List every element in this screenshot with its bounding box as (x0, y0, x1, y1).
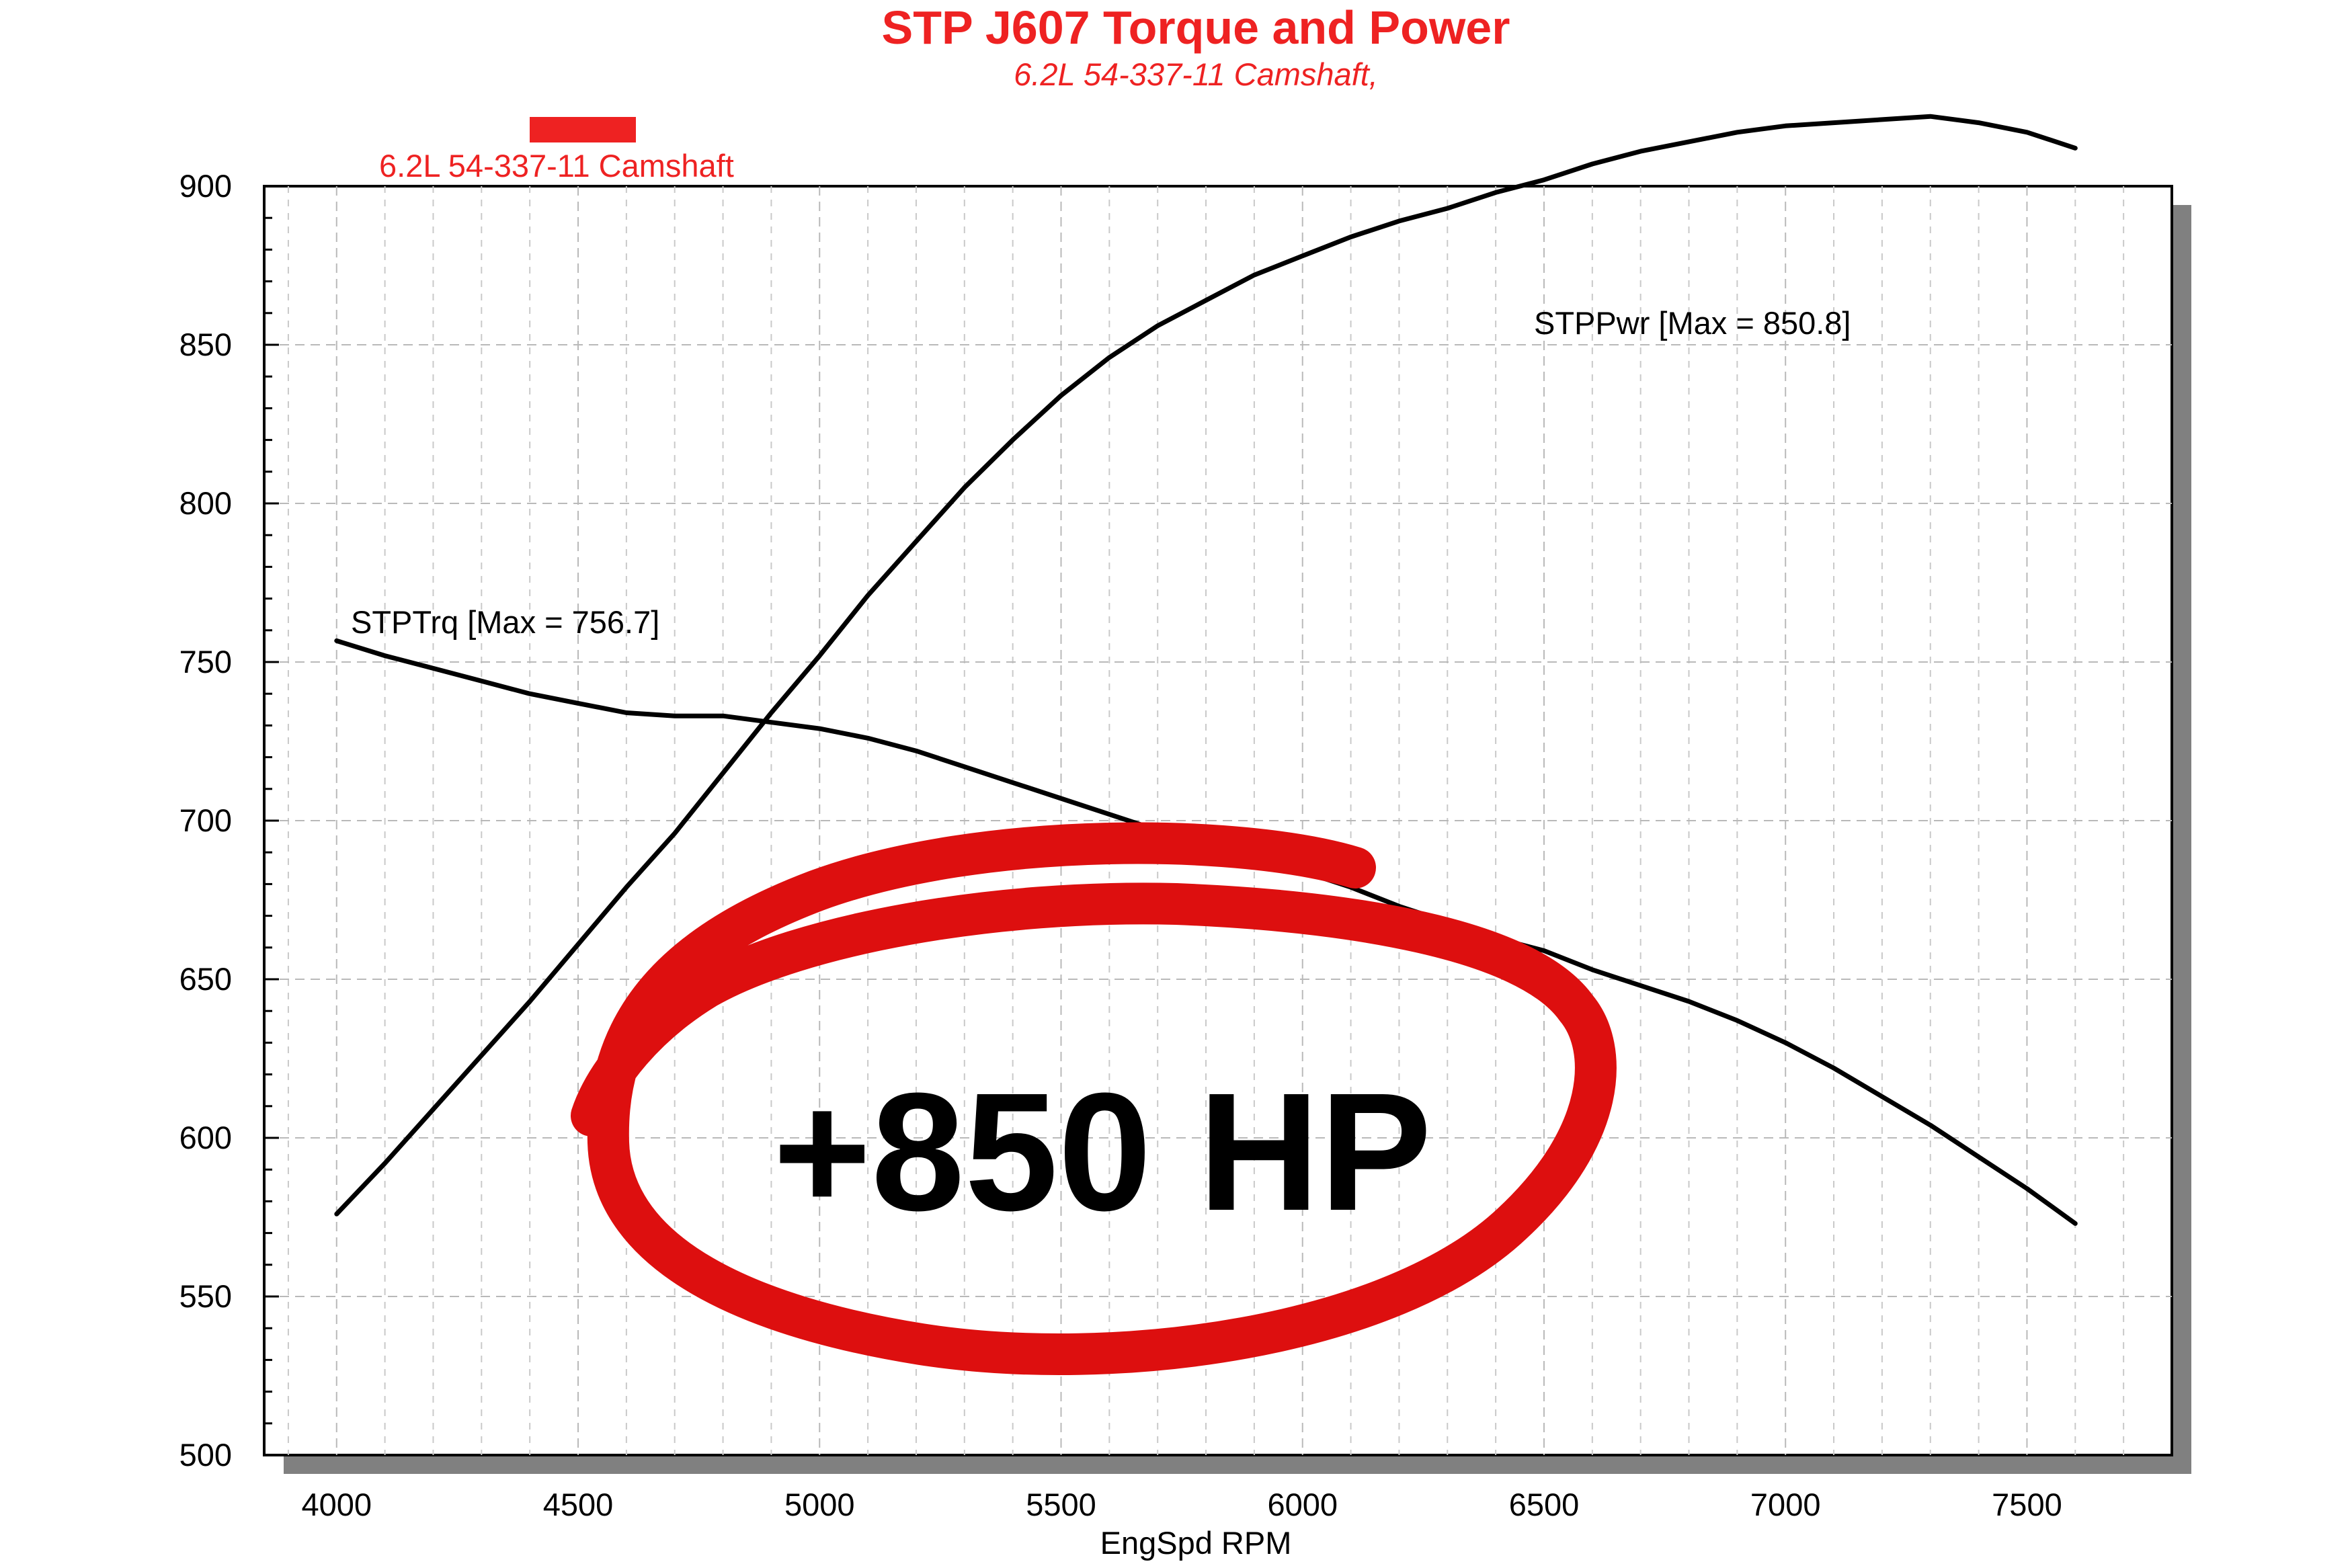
power-series-line (334, 114, 2078, 1216)
tick-labels: 500 550 600 650 700 750 800 850 900 4000 4500 5000 5… (179, 168, 2062, 1522)
legend-label: 6.2L 54-337-11 Camshaft (379, 148, 734, 183)
x-axis-label: EngSpd RPM (1100, 1525, 1292, 1561)
x-tick-label: 6000 (1267, 1487, 1338, 1522)
legend: 6.2L 54-337-11 Camshaft (379, 117, 734, 183)
y-tick-label: 700 (179, 802, 232, 838)
x-tick-label: 7500 (1992, 1487, 2062, 1522)
legend-swatch (530, 117, 636, 142)
torque-series-label: STPTrq [Max = 756.7] (351, 604, 659, 640)
grid (264, 185, 2172, 1456)
y-tick-label: 550 (179, 1278, 232, 1314)
x-tick-label: 5500 (1026, 1487, 1096, 1522)
y-tick-label: 600 (179, 1120, 232, 1155)
y-tick-label: 650 (179, 961, 232, 997)
y-tick-label: 750 (179, 644, 232, 679)
x-tick-label: 5000 (784, 1487, 855, 1522)
y-tick-label: 900 (179, 168, 232, 204)
y-tick-label: 850 (179, 327, 232, 362)
series-power: STPPwr [Max = 850.8] (334, 114, 2078, 1216)
series-torque: STPTrq [Max = 756.7] (334, 604, 2078, 1226)
x-tick-label: 4500 (543, 1487, 614, 1522)
power-series-label: STPPwr [Max = 850.8] (1534, 305, 1851, 341)
y-tick-label: 800 (179, 485, 232, 521)
x-tick-label: 7000 (1750, 1487, 1821, 1522)
hand-drawn-circle-mark (571, 822, 1617, 1376)
chart-subtitle: 6.2L 54-337-11 Camshaft, (1014, 56, 1378, 92)
x-tick-label: 4000 (301, 1487, 372, 1522)
y-tick-label: 500 (179, 1437, 232, 1473)
chart-title: STP J607 Torque and Power (882, 1, 1510, 54)
x-tick-label: 6500 (1509, 1487, 1580, 1522)
horsepower-callout: +850 HP (773, 1058, 1432, 1245)
